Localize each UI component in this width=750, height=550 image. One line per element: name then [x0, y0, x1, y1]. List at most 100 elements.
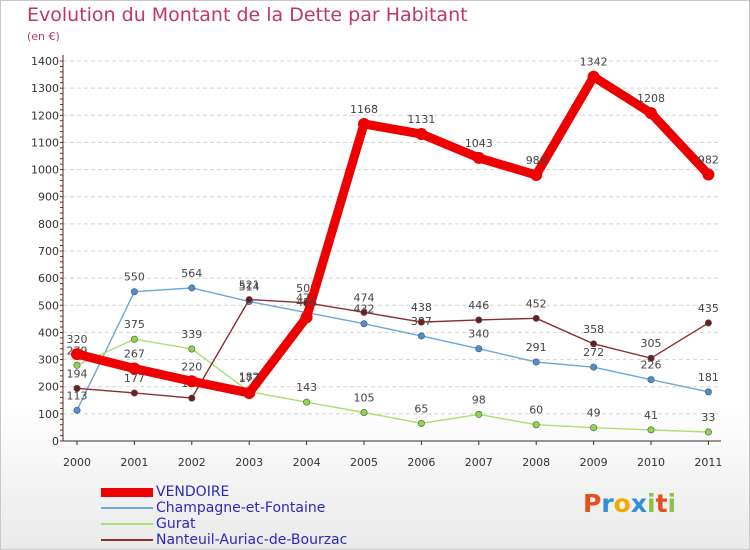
data-label: 1342	[580, 56, 608, 69]
data-point	[590, 340, 598, 348]
data-point	[417, 332, 425, 340]
data-point	[188, 345, 196, 353]
series-vendoire: 320 267 220 177 456 1168 1131 1043 980 1342 1208 98…	[67, 56, 719, 399]
logo-letter: P	[583, 489, 602, 518]
data-label: 177	[124, 372, 145, 385]
y-tick-label: 1200	[31, 109, 59, 122]
data-point	[475, 345, 483, 353]
data-label: 272	[583, 346, 604, 359]
y-tick-label: 1100	[31, 136, 59, 149]
data-label: 980	[526, 154, 547, 167]
data-point	[71, 348, 83, 361]
logo-letter: t	[655, 489, 668, 518]
x-tick-label: 2002	[178, 456, 206, 469]
logo-letter: r	[601, 489, 614, 518]
data-point	[360, 408, 368, 416]
data-label: 49	[587, 407, 601, 420]
data-label: 65	[414, 402, 428, 415]
series-line	[72, 72, 713, 398]
data-point	[532, 358, 540, 366]
data-point	[475, 410, 483, 418]
series-gurat: 279375339182143105659860494133	[67, 318, 715, 436]
data-label: 1168	[350, 103, 378, 116]
series-line	[76, 338, 710, 433]
data-label: 291	[526, 341, 547, 354]
data-point	[417, 419, 425, 427]
data-point	[415, 128, 428, 141]
x-tick-label: 2004	[293, 456, 321, 469]
data-label: 435	[698, 302, 719, 315]
y-tick-label: 400	[38, 326, 59, 339]
x-tick-label: 2008	[522, 456, 550, 469]
y-tick-label: 600	[38, 272, 59, 285]
y-tick-label: 1000	[31, 164, 59, 177]
x-tick-label: 2006	[407, 456, 435, 469]
x-tick-label: 2000	[63, 456, 91, 469]
data-point	[704, 319, 712, 327]
series-line	[76, 287, 710, 412]
legend-swatch	[101, 539, 153, 541]
legend-label: Gurat	[156, 516, 196, 532]
data-label: 521	[239, 279, 260, 292]
data-point	[303, 398, 311, 406]
x-tick-label: 2005	[350, 456, 378, 469]
data-point	[358, 117, 370, 130]
y-tick-label: 200	[38, 381, 59, 394]
data-point	[360, 320, 368, 328]
data-label: 514	[239, 280, 260, 293]
data-point	[300, 311, 313, 324]
logo-letter: o	[613, 489, 631, 518]
x-tick-label: 2010	[637, 456, 665, 469]
logo-letter: i	[647, 489, 656, 518]
data-label: 438	[411, 301, 432, 314]
data-label: 220	[181, 360, 202, 373]
data-point	[417, 318, 425, 326]
data-label: 320	[67, 333, 88, 346]
data-label: 340	[468, 328, 489, 341]
series-champagne-et-fontaine: 113550564514473432387340291272226181	[67, 267, 719, 414]
data-point	[704, 428, 712, 436]
data-label: 305	[641, 337, 662, 350]
data-label: 375	[124, 318, 145, 331]
data-label: 446	[468, 299, 489, 312]
series-nanteuil-auriac-de-bourzac: 194177158521509474438446452358305435	[67, 279, 719, 402]
y-tick-label: 700	[38, 245, 59, 258]
y-tick-label: 900	[38, 191, 59, 204]
data-point	[360, 308, 368, 316]
data-label: 181	[698, 371, 719, 384]
data-point	[532, 421, 540, 429]
data-label: 113	[67, 389, 88, 402]
data-point	[188, 394, 196, 402]
data-label: 456	[296, 296, 317, 309]
legend-label: Champagne-et-Fontaine	[156, 500, 326, 516]
legend-swatch	[101, 523, 153, 525]
data-label: 339	[181, 328, 202, 341]
data-label: 1208	[637, 92, 665, 105]
y-tick-label: 1400	[31, 55, 59, 68]
legend-label: Nanteuil-Auriac-de-Bourzac	[156, 532, 348, 548]
data-point	[73, 384, 81, 392]
data-label: 105	[354, 392, 375, 405]
x-tick-label: 2003	[235, 456, 263, 469]
data-point	[704, 388, 712, 396]
data-label: 452	[526, 297, 547, 310]
data-point	[188, 284, 196, 292]
data-point	[185, 375, 198, 388]
data-label: 564	[181, 267, 202, 280]
data-point	[130, 335, 138, 343]
data-point	[587, 70, 600, 83]
legend-swatch	[101, 487, 153, 497]
data-point	[128, 362, 141, 375]
data-point	[647, 354, 655, 362]
data-label: 982	[698, 153, 719, 166]
y-grid	[63, 60, 721, 415]
proxiti-logo: Proxiti	[583, 489, 676, 518]
data-point	[73, 361, 81, 369]
data-point	[647, 426, 655, 434]
chart-title: Evolution du Montant de la Dette par Hab…	[27, 4, 468, 26]
series-line	[76, 298, 710, 399]
data-point	[472, 151, 485, 164]
data-point	[130, 389, 138, 397]
x-tick-label: 2007	[465, 456, 493, 469]
